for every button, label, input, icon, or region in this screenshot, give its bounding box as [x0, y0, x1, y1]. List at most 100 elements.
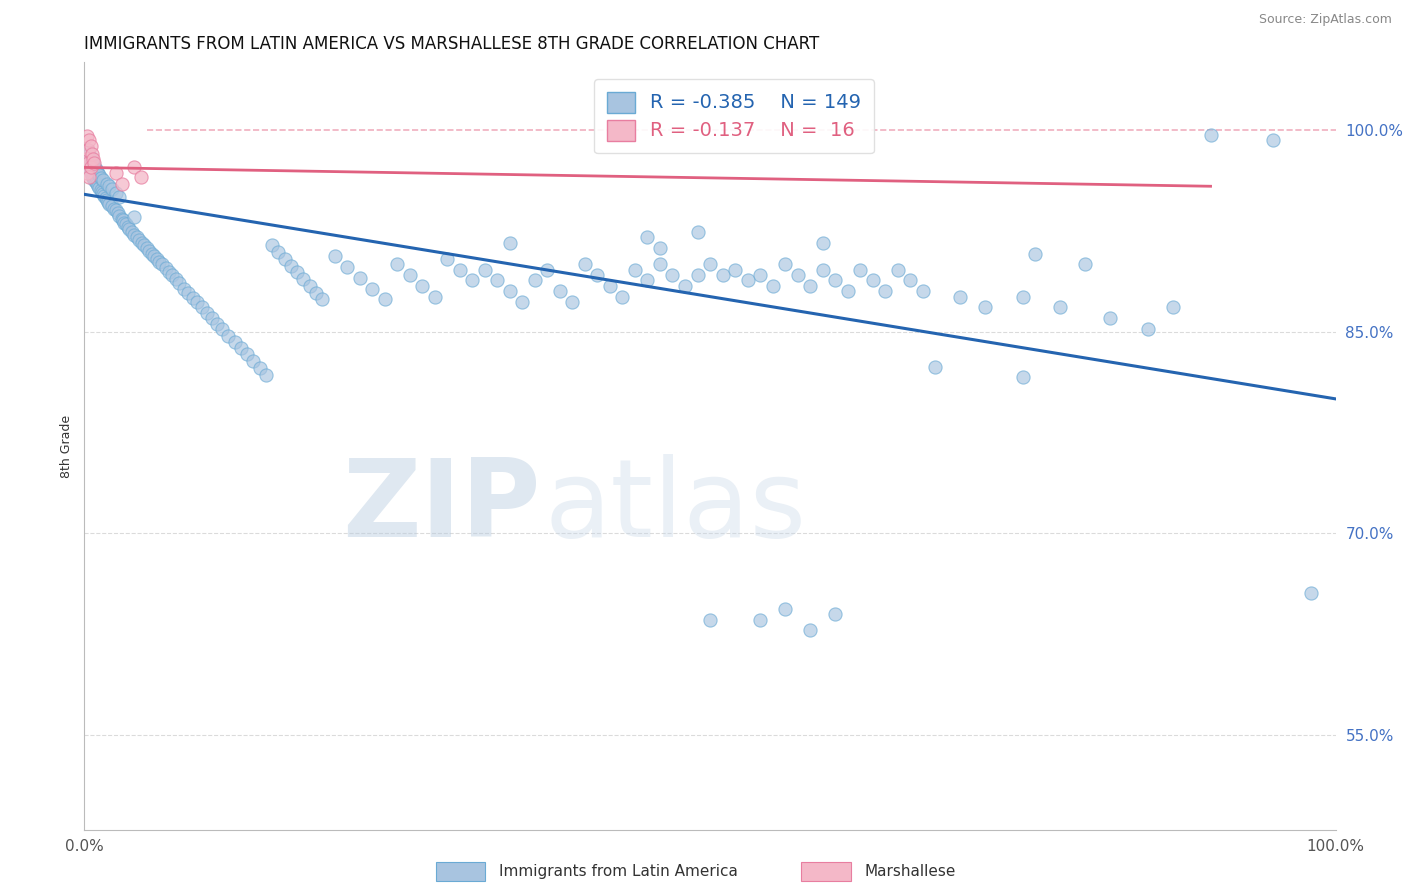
Point — [561, 295, 583, 310]
Point — [799, 624, 821, 638]
Point — [824, 273, 846, 287]
Point — [103, 202, 125, 216]
Text: atlas: atlas — [546, 454, 807, 560]
Point — [211, 322, 233, 336]
Point — [1161, 301, 1184, 315]
Point — [134, 238, 156, 252]
Point — [77, 143, 100, 157]
Point — [90, 183, 112, 197]
Point — [236, 347, 259, 361]
Point — [1299, 585, 1322, 599]
Point — [86, 164, 108, 178]
Point — [101, 199, 124, 213]
Point — [361, 281, 384, 295]
Point — [96, 177, 118, 191]
Point — [112, 213, 135, 227]
Point — [83, 159, 105, 173]
Point — [79, 163, 101, 178]
Point — [499, 284, 522, 298]
Point — [195, 306, 218, 320]
Point — [169, 276, 191, 290]
Point — [173, 281, 195, 295]
Point — [911, 284, 934, 298]
Text: IMMIGRANTS FROM LATIN AMERICA VS MARSHALLESE 8TH GRADE CORRELATION CHART: IMMIGRANTS FROM LATIN AMERICA VS MARSHAL… — [84, 35, 820, 53]
Point — [887, 262, 910, 277]
Point — [612, 290, 634, 304]
Point — [191, 301, 214, 315]
Point — [131, 235, 153, 250]
Point — [82, 171, 104, 186]
Text: Immigrants from Latin America: Immigrants from Latin America — [499, 864, 738, 879]
Point — [548, 284, 571, 298]
Point — [138, 244, 160, 258]
Point — [811, 235, 834, 250]
Point — [76, 129, 98, 144]
Point — [949, 290, 972, 304]
Point — [599, 278, 621, 293]
Point — [699, 257, 721, 271]
Point — [292, 272, 315, 286]
Point — [82, 153, 104, 167]
Point — [76, 156, 98, 170]
Point — [229, 341, 252, 355]
Point — [111, 177, 134, 191]
Point — [155, 261, 177, 276]
Point — [242, 354, 264, 368]
Point — [128, 233, 150, 247]
Point — [79, 151, 101, 165]
Point — [1049, 301, 1071, 315]
Point — [849, 262, 872, 277]
Point — [91, 172, 114, 186]
Point — [898, 273, 921, 287]
Point — [91, 187, 114, 202]
Point — [125, 230, 148, 244]
Point — [924, 359, 946, 374]
Point — [141, 246, 163, 260]
Text: Marshallese: Marshallese — [865, 864, 956, 879]
Text: Source: ZipAtlas.com: Source: ZipAtlas.com — [1258, 13, 1392, 27]
Point — [124, 211, 146, 225]
Point — [124, 161, 146, 175]
Text: ZIP: ZIP — [343, 454, 541, 560]
Point — [201, 311, 224, 326]
Point — [336, 260, 359, 274]
Point — [77, 161, 100, 175]
Point — [160, 268, 183, 282]
Point — [87, 179, 110, 194]
Point — [486, 273, 509, 287]
Point — [862, 273, 884, 287]
Point — [80, 153, 103, 168]
Point — [974, 301, 997, 315]
Point — [661, 268, 683, 282]
Point — [737, 273, 759, 287]
Point — [108, 190, 131, 204]
Point — [177, 285, 200, 300]
Point — [108, 209, 131, 223]
Point — [523, 273, 546, 287]
Point — [686, 268, 709, 282]
Point — [136, 241, 159, 255]
Point — [875, 284, 897, 298]
Point — [79, 134, 101, 148]
Y-axis label: 8th Grade: 8th Grade — [60, 415, 73, 477]
Point — [574, 257, 596, 271]
Point — [150, 257, 173, 271]
Point — [461, 273, 484, 287]
Point — [1074, 257, 1097, 271]
Point — [374, 293, 396, 307]
Point — [87, 167, 110, 181]
Point — [77, 143, 100, 157]
Point — [117, 219, 139, 234]
Point — [121, 225, 143, 239]
Point — [129, 169, 152, 184]
Legend: R = -0.385    N = 149, R = -0.137    N =  16: R = -0.385 N = 149, R = -0.137 N = 16 — [593, 79, 873, 153]
Point — [648, 241, 671, 255]
Point — [799, 278, 821, 293]
Point — [499, 235, 522, 250]
Point — [79, 169, 101, 184]
Point — [285, 265, 308, 279]
Point — [114, 217, 136, 231]
Point — [536, 262, 558, 277]
Point — [75, 153, 97, 167]
Point — [749, 268, 772, 282]
